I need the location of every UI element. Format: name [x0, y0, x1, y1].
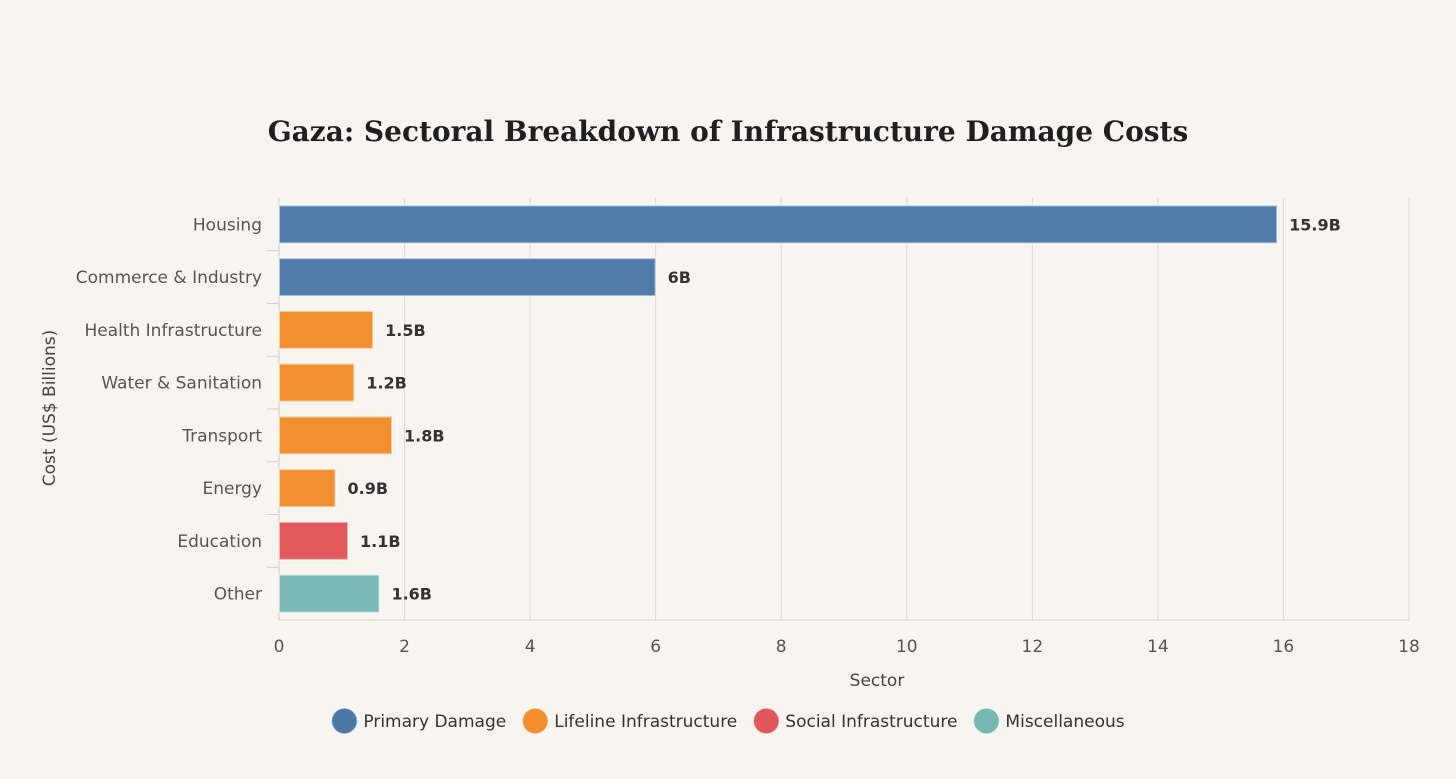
x-tick-label: 18 — [1398, 637, 1420, 657]
legend-item[interactable]: Primary Damage — [330, 707, 506, 735]
bar — [278, 468, 337, 509]
legend-swatch — [972, 707, 1001, 735]
bar — [278, 204, 1279, 245]
bar — [278, 309, 375, 350]
chart-title: Gaza: Sectoral Breakdown of Infrastructu… — [268, 115, 1188, 148]
x-tick-label: 2 — [399, 637, 410, 657]
bar — [278, 520, 350, 561]
legend-swatch — [330, 707, 359, 735]
x-tick-label: 16 — [1273, 637, 1295, 657]
y-tick-label: Energy — [202, 479, 262, 499]
bar — [278, 257, 657, 298]
data-labels: 15.9B 6B 1.5B 1.2B 1.8B 0.9B 1.1B 1.6B — [348, 215, 1341, 603]
data-label: 6B — [668, 268, 691, 287]
x-tick-label: 6 — [650, 637, 661, 657]
legend-label: Miscellaneous — [1005, 712, 1124, 732]
x-tick-label: 0 — [274, 637, 285, 657]
legend: Primary Damage Lifeline Infrastructure Soc… — [330, 707, 1125, 735]
y-tick-label: Health Infrastructure — [84, 321, 262, 341]
legend-item[interactable]: Miscellaneous — [972, 707, 1125, 735]
bar — [278, 362, 356, 403]
y-tick-label: Education — [177, 532, 262, 552]
legend-swatch — [521, 707, 549, 735]
y-tick-label: Water & Sanitation — [101, 374, 262, 394]
y-tick-label: Housing — [193, 215, 262, 235]
x-tick-label: 4 — [525, 637, 536, 657]
x-tick-label: 10 — [896, 637, 918, 657]
x-axis-ticks: 0 2 4 6 8 10 12 14 16 18 — [274, 637, 1420, 657]
data-label: 1.5B — [385, 321, 426, 340]
data-label: 1.1B — [360, 532, 401, 551]
y-axis-title: Cost (US$ Billions) — [40, 330, 60, 487]
x-axis-title: Sector — [850, 671, 905, 691]
data-label: 0.9B — [348, 479, 389, 498]
y-tick-label: Transport — [181, 426, 262, 446]
data-label: 1.2B — [366, 374, 407, 393]
bars — [278, 204, 1279, 614]
y-tick-label: Commerce & Industry — [76, 268, 262, 288]
legend-swatch — [752, 707, 781, 735]
legend-label: Primary Damage — [363, 712, 506, 732]
data-label: 1.8B — [404, 426, 445, 445]
bar — [278, 573, 381, 614]
legend-item[interactable]: Social Infrastructure — [752, 707, 957, 735]
data-label: 1.6B — [391, 585, 432, 604]
legend-item[interactable]: Lifeline Infrastructure — [521, 707, 737, 735]
x-tick-label: 8 — [776, 637, 787, 657]
data-label: 15.9B — [1289, 215, 1341, 234]
x-tick-label: 14 — [1147, 637, 1169, 657]
y-tick-label: Other — [214, 585, 262, 605]
legend-label: Lifeline Infrastructure — [554, 712, 737, 732]
bar — [278, 415, 393, 456]
x-tick-label: 12 — [1022, 637, 1044, 657]
legend-label: Social Infrastructure — [785, 712, 957, 732]
y-axis-ticks: Housing Commerce & Industry Health Infrast… — [76, 215, 263, 604]
